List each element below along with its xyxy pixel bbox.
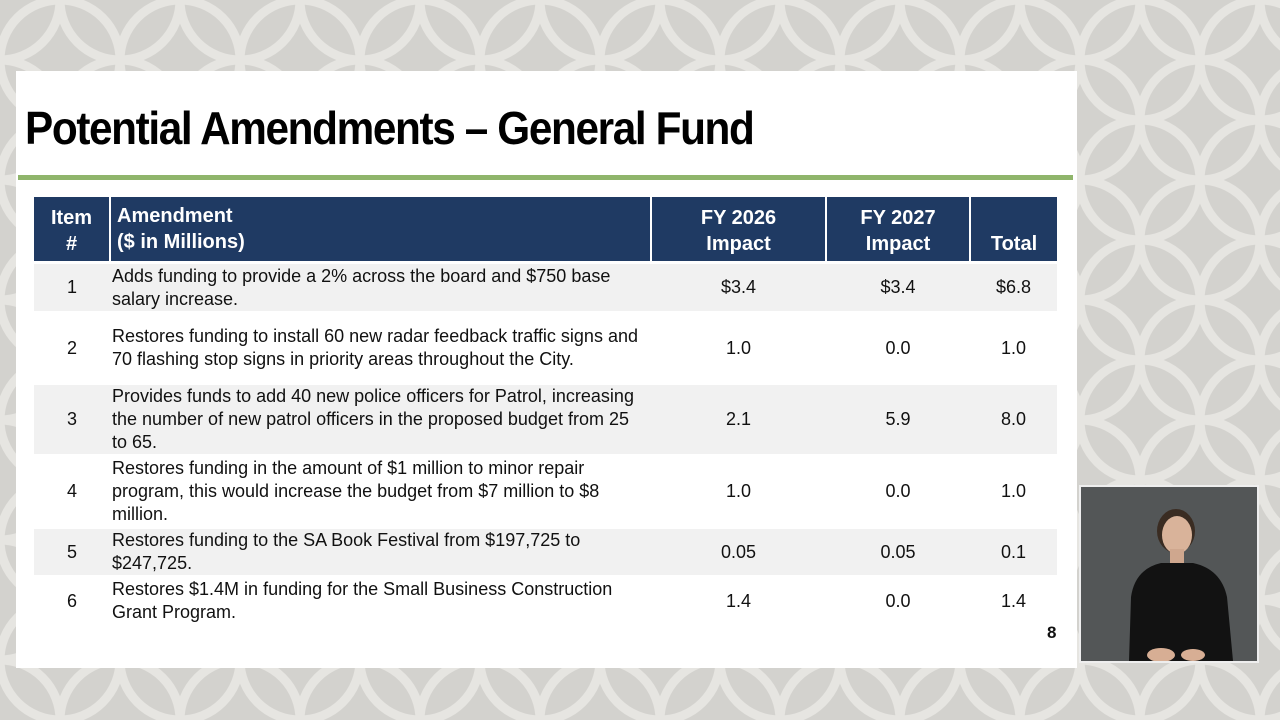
cell-fy2027: $3.4 xyxy=(826,261,970,313)
cell-item: 2 xyxy=(34,311,110,384)
header-fy2026: FY 2026 Impact xyxy=(651,197,827,263)
table-row: 6 Restores $1.4M in funding for the Smal… xyxy=(34,575,1057,624)
cell-fy2026: 2.1 xyxy=(651,382,826,456)
cell-total: 8.0 xyxy=(970,382,1057,456)
sign-language-interpreter-video xyxy=(1079,485,1259,663)
title-rule xyxy=(18,175,1073,180)
slide-title: Potential Amendments – General Fund xyxy=(25,102,755,154)
cell-amendment: Restores funding to the SA Book Festival… xyxy=(110,526,651,577)
cell-fy2027: 0.0 xyxy=(826,575,970,624)
cell-item: 3 xyxy=(34,382,110,456)
header-item: Item # xyxy=(34,197,111,263)
cell-amendment: Provides funds to add 40 new police offi… xyxy=(110,382,651,456)
header-amendment: Amendment ($ in Millions) xyxy=(110,197,652,263)
table-row: 2 Restores funding to install 60 new rad… xyxy=(34,311,1057,384)
cell-amendment: Restores funding to install 60 new radar… xyxy=(110,311,651,384)
cell-amendment: Restores funding in the amount of $1 mil… xyxy=(110,454,651,528)
header-fy2027: FY 2027 Impact xyxy=(826,197,971,263)
cell-fy2026: 0.05 xyxy=(651,526,826,577)
cell-total: 0.1 xyxy=(970,526,1057,577)
cell-fy2027: 0.0 xyxy=(826,454,970,528)
table-row: 5 Restores funding to the SA Book Festiv… xyxy=(34,526,1057,577)
cell-item: 1 xyxy=(34,261,110,313)
cell-total: 1.4 xyxy=(970,575,1057,624)
cell-total: 1.0 xyxy=(970,454,1057,528)
amendments-table: Item # Amendment ($ in Millions) FY 2026… xyxy=(34,197,1057,624)
cell-total: 1.0 xyxy=(970,311,1057,384)
table-row: 4 Restores funding in the amount of $1 m… xyxy=(34,454,1057,528)
cell-fy2026: 1.4 xyxy=(651,575,826,624)
page-number: 8 xyxy=(1047,623,1057,642)
cell-fy2027: 0.05 xyxy=(826,526,970,577)
cell-fy2026: 1.0 xyxy=(651,454,826,528)
cell-item: 6 xyxy=(34,575,110,624)
table-header-row: Item # Amendment ($ in Millions) FY 2026… xyxy=(34,197,1057,263)
cell-fy2026: $3.4 xyxy=(651,261,826,313)
cell-fy2026: 1.0 xyxy=(651,311,826,384)
table-row: 3 Provides funds to add 40 new police of… xyxy=(34,382,1057,456)
cell-amendment: Adds funding to provide a 2% across the … xyxy=(110,261,651,313)
slide: Potential Amendments – General Fund Item… xyxy=(16,71,1077,668)
cell-amendment: Restores $1.4M in funding for the Small … xyxy=(110,575,651,624)
cell-total: $6.8 xyxy=(970,261,1057,313)
interpreter-figure-icon xyxy=(1081,487,1257,661)
table-row: 1 Adds funding to provide a 2% across th… xyxy=(34,261,1057,313)
cell-item: 5 xyxy=(34,526,110,577)
header-total: Total xyxy=(970,197,1057,263)
cell-fy2027: 5.9 xyxy=(826,382,970,456)
cell-item: 4 xyxy=(34,454,110,528)
cell-fy2027: 0.0 xyxy=(826,311,970,384)
